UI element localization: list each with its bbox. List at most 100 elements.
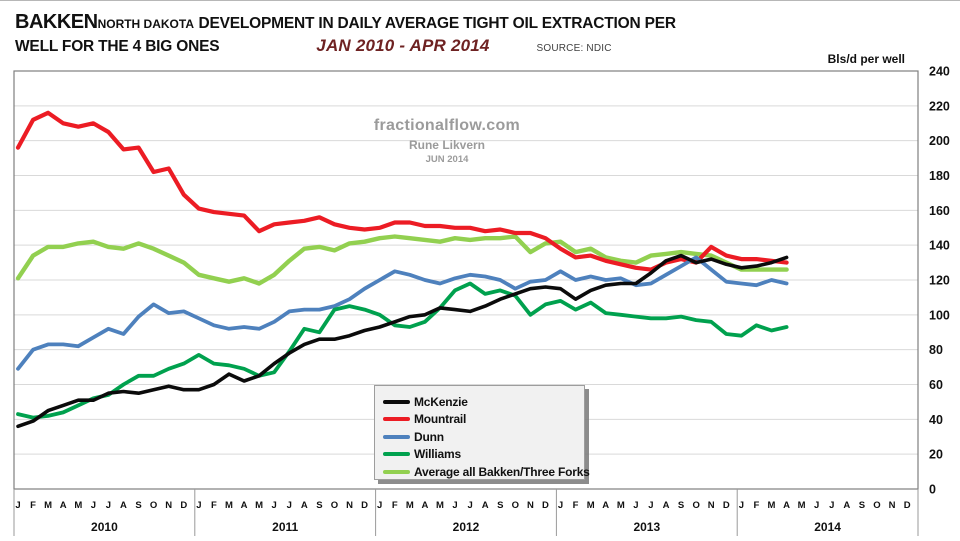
- x-axis-month-label: J: [196, 500, 201, 511]
- legend-label: Dunn: [414, 429, 444, 444]
- legend-swatch-average: [383, 469, 410, 474]
- x-axis-month-label: J: [739, 500, 744, 511]
- x-axis-month-label: O: [512, 500, 519, 511]
- x-axis-month-label: S: [135, 500, 141, 511]
- x-axis-month-label: A: [663, 500, 670, 511]
- x-axis-month-label: A: [482, 500, 489, 511]
- chart-title-line1: BAKKENNORTH DAKOTA DEVELOPMENT IN DAILY …: [15, 11, 945, 35]
- watermark-site: fractionalflow.com: [373, 117, 521, 134]
- x-axis-month-label: D: [361, 500, 368, 511]
- legend-item-average: Average all Bakken/Three Forks: [383, 463, 590, 481]
- legend-item-mckenzie: McKenzie: [383, 393, 584, 411]
- x-axis-month-label: S: [859, 500, 865, 511]
- title-line2: WELL FOR THE 4 BIG ONES: [15, 38, 220, 55]
- x-axis-month-label: J: [633, 500, 638, 511]
- x-axis-month-label: A: [843, 500, 850, 511]
- x-axis-month-label: D: [723, 500, 730, 511]
- series-dunn-line: [16, 255, 789, 371]
- x-axis-year-label: 2011: [272, 520, 298, 534]
- series-average-all-bakken-three-forks-line: [15, 234, 789, 286]
- x-axis-month-label: O: [873, 500, 880, 511]
- legend-swatch-mckenzie: [383, 399, 410, 404]
- x-axis-month-label: O: [692, 500, 699, 511]
- x-axis-month-label: F: [30, 500, 36, 511]
- x-axis-month-label: J: [467, 500, 472, 511]
- legend-swatch-williams: [383, 452, 410, 457]
- title-north-dakota: NORTH DAKOTA: [97, 17, 194, 31]
- x-axis-month-label: S: [316, 500, 322, 511]
- legend-label: Mountrail: [414, 412, 467, 427]
- x-axis-month-label: A: [783, 500, 790, 511]
- x-axis-month-label: N: [527, 500, 534, 511]
- x-axis-month-label: J: [106, 500, 111, 511]
- x-axis-month-label: M: [436, 500, 444, 511]
- y-axis-tick-label: 160: [929, 204, 950, 218]
- y-axis-tick-label: 180: [929, 169, 950, 183]
- legend-item-dunn: Dunn: [383, 428, 584, 446]
- x-axis-month-label: N: [708, 500, 715, 511]
- x-axis-month-label: D: [180, 500, 187, 511]
- x-axis-month-label: M: [255, 500, 263, 511]
- title-rest: DEVELOPMENT IN DAILY AVERAGE TIGHT OIL E…: [198, 15, 676, 32]
- x-axis-month-label: J: [558, 500, 563, 511]
- watermark-author: Rune Likvern: [408, 138, 486, 152]
- x-axis-month-label: M: [44, 500, 52, 511]
- x-axis-month-label: J: [287, 500, 292, 511]
- y-axis-tick-label: 240: [929, 65, 950, 79]
- x-axis-month-label: J: [377, 500, 382, 511]
- watermark-date: JUN 2014: [425, 154, 469, 165]
- x-axis-month-label: M: [74, 500, 82, 511]
- title-bakken: BAKKEN: [15, 11, 98, 33]
- legend-label: McKenzie: [414, 394, 468, 409]
- x-axis-month-label: J: [648, 500, 653, 511]
- x-axis-month-label: F: [754, 500, 760, 511]
- legend-item-mountrail: Mountrail: [383, 411, 584, 429]
- x-axis-month-label: M: [406, 500, 414, 511]
- x-axis-month-label: N: [889, 500, 896, 511]
- y-axis-tick-label: 20: [929, 448, 943, 462]
- x-axis-month-label: J: [814, 500, 819, 511]
- x-axis-month-label: M: [798, 500, 806, 511]
- y-axis-tick-label: 140: [929, 239, 950, 253]
- y-axis-tick-label: 120: [929, 274, 950, 288]
- x-axis-month-label: F: [573, 500, 579, 511]
- y-axis-tick-label: 0: [929, 483, 936, 497]
- y-axis-unit-label: Bls/d per well: [827, 52, 905, 66]
- series-mckenzie-line: [16, 253, 789, 429]
- watermark: fractionalflow.com Rune Likvern JUN 2014: [362, 117, 532, 165]
- x-axis-month-label: A: [421, 500, 428, 511]
- x-axis-month-label: O: [331, 500, 338, 511]
- x-axis-year-label: 2012: [453, 520, 480, 534]
- series-williams-line: [16, 281, 789, 420]
- x-axis-month-label: S: [497, 500, 503, 511]
- x-axis-month-label: A: [301, 500, 308, 511]
- x-axis-month-label: J: [272, 500, 277, 511]
- x-axis-month-label: M: [768, 500, 776, 511]
- y-axis-tick-label: 220: [929, 99, 950, 113]
- title-period: JAN 2010 - APR 2014: [316, 36, 490, 55]
- x-axis-month-label: A: [241, 500, 248, 511]
- x-axis-month-label: M: [225, 500, 233, 511]
- x-axis-month-label: A: [60, 500, 67, 511]
- x-axis-year-label: 2013: [633, 520, 660, 534]
- x-axis-month-label: D: [542, 500, 549, 511]
- x-axis-month-label: A: [120, 500, 127, 511]
- legend-swatch-mountrail: [383, 417, 410, 422]
- x-axis-year-label: 2010: [91, 520, 118, 534]
- legend-label: Average all Bakken/Three Forks: [414, 464, 590, 479]
- y-axis-tick-label: 200: [929, 134, 950, 148]
- x-axis-month-label: J: [91, 500, 96, 511]
- x-axis-month-label: M: [587, 500, 595, 511]
- x-axis-month-label: F: [211, 500, 217, 511]
- y-axis-tick-label: 100: [929, 308, 950, 322]
- x-axis-month-label: A: [602, 500, 609, 511]
- legend-item-williams: Williams: [383, 446, 584, 464]
- y-axis-tick-label: 80: [929, 343, 943, 357]
- x-axis-month-label: S: [678, 500, 684, 511]
- x-axis-month-label: F: [392, 500, 398, 511]
- y-axis-tick-label: 40: [929, 413, 943, 427]
- legend-label: Williams: [414, 447, 461, 462]
- x-axis-month-label: O: [150, 500, 157, 511]
- source-label: SOURCE: NDIC: [536, 43, 612, 54]
